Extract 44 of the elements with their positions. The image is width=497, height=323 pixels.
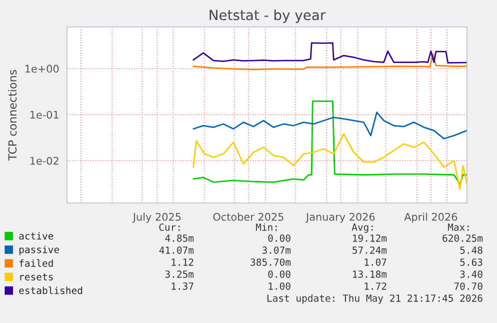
text: Min: [256,223,277,231]
x-tick-label: July 2025 [132,212,181,223]
x-tick-label: October 2025 [213,212,284,221]
line-series [192,100,467,185]
legend-label: active [19,232,54,240]
text: 1.00 [268,282,290,290]
text: 57.24m [352,246,387,254]
text: 1.72 [364,282,386,290]
text: 1.37 [172,282,194,290]
chart-title: Netstat - by year [210,10,326,23]
text: 0.00 [268,270,290,278]
text: 620.25m [442,234,483,242]
text: 41.07m [159,246,194,254]
y-tick-label: 1e-02 [30,156,58,165]
text: 0.00 [268,234,290,242]
legend-label: failed [20,259,53,267]
text: 5.63 [460,258,482,266]
text: Max: [448,224,469,231]
text: 3.25m [165,270,194,278]
line-series [192,112,467,140]
text: Last update: Thu May 21 21:17:45 2026 [267,294,482,304]
legend-label: resets [20,274,53,280]
line-series [192,53,467,70]
text: 385.70m [250,258,291,266]
text: 1.12 [172,258,194,266]
text: 13.18m [353,270,387,278]
legend-label: passive [19,246,59,256]
x-tick-label: January 2026 [305,212,375,223]
text: Cur: [159,223,180,231]
text: 4.85m [165,234,194,242]
x-tick-label: April 2026 [404,212,458,223]
text: Avg: [352,224,373,233]
text: 3.07m [262,246,291,254]
text: 5.48 [460,246,482,254]
legend-label: established [19,286,82,294]
y-tick-label: 1e+00 [25,64,59,73]
text: 1.07 [364,258,386,266]
y-axis-title: TCP connections [8,70,17,161]
text: 19.12m [353,234,387,242]
y-tick-label: 1e-01 [30,110,58,119]
line-series [192,42,467,64]
line-series [192,133,467,190]
text: 70.70 [454,282,482,290]
text: 3.40 [460,270,482,278]
